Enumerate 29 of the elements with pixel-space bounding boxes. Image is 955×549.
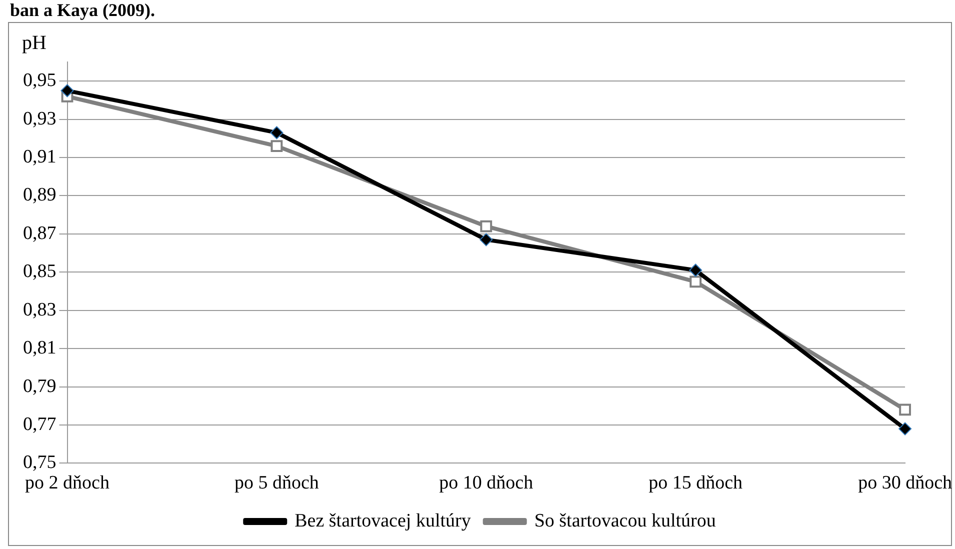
- y-tick-label: 0,93: [23, 108, 56, 130]
- x-tick-label: po 10 dňoch: [439, 472, 534, 494]
- point: [898, 422, 912, 436]
- point: [270, 126, 284, 140]
- y-tick-label: 0,75: [23, 452, 56, 474]
- text: ban a Kaya (2009).: [10, 0, 156, 20]
- y-tick-label: 0,91: [23, 146, 56, 168]
- y-tick-label: 0,79: [23, 376, 56, 397]
- x-tick-label: po 2 dňoch: [25, 472, 110, 494]
- y-tick-label: 0,95: [23, 70, 56, 92]
- point: [60, 84, 74, 98]
- y-tick-label: 0,87: [23, 222, 56, 244]
- legend-label: Bez štartovacej kultúry: [294, 510, 472, 532]
- point: [689, 264, 702, 277]
- y-tick-label: 0,81: [23, 338, 56, 359]
- x-tick-label: po 30 dňoch: [858, 472, 952, 494]
- y-axis-title: pH: [22, 32, 46, 55]
- y-tick-label: 0,77: [23, 414, 56, 435]
- point: [480, 220, 492, 232]
- point: [480, 233, 493, 246]
- x-tick-label: po 5 dňoch: [234, 472, 320, 494]
- y-tick-label: 0,85: [23, 261, 56, 282]
- point: [899, 404, 911, 416]
- point: [270, 140, 283, 152]
- point: [690, 276, 702, 288]
- legend-label: So štartovacou kultúrou: [534, 510, 716, 532]
- y-tick-label: 0,83: [23, 299, 56, 320]
- x-tick-label: po 15 dňoch: [648, 472, 744, 494]
- y-tick-label: 0,89: [23, 184, 56, 206]
